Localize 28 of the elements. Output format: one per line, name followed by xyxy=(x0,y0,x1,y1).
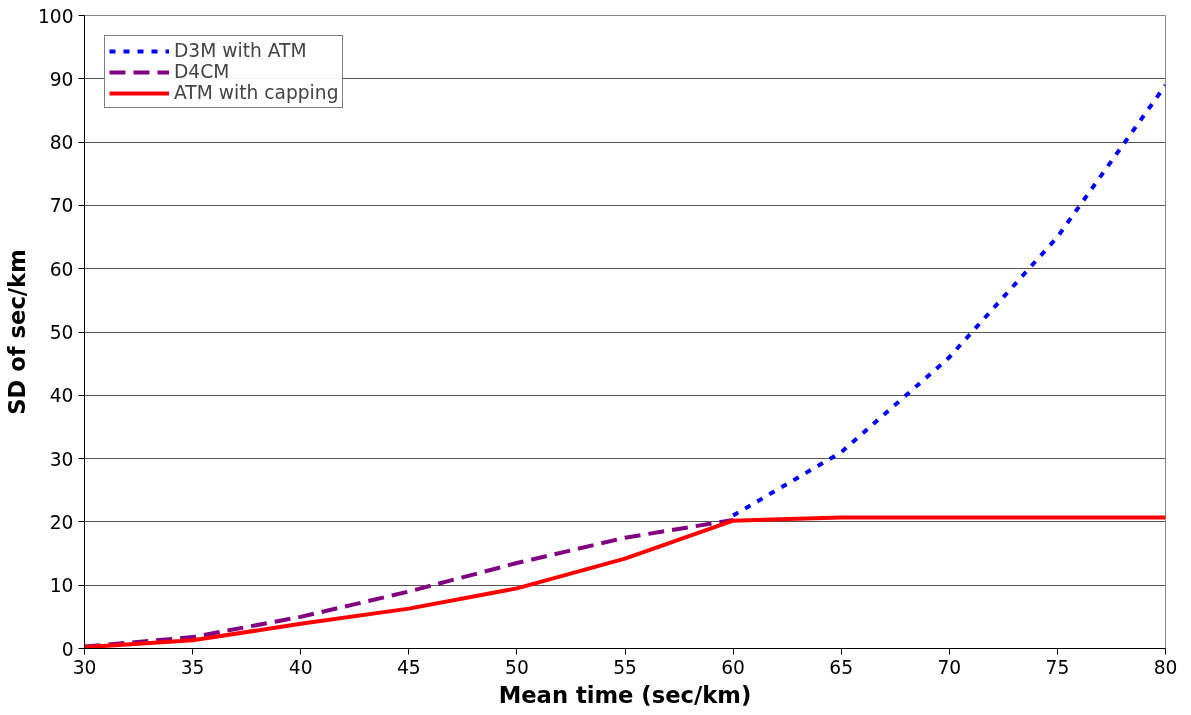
x-tick-label: 50 xyxy=(505,656,529,678)
y-tick-label: 60 xyxy=(49,258,74,280)
y-axis-title: SD of sec/km xyxy=(3,249,30,415)
x-tick-label: 70 xyxy=(937,656,962,678)
legend-label: D4CM xyxy=(174,61,230,82)
y-tick-label: 30 xyxy=(49,448,74,470)
y-tick-label: 100 xyxy=(37,5,74,27)
y-tick-label: 40 xyxy=(49,385,74,407)
x-tick-label: 65 xyxy=(829,656,854,678)
y-tick-label: 50 xyxy=(49,322,74,343)
x-tick-label: 45 xyxy=(396,656,421,678)
x-tick-label: 55 xyxy=(613,656,637,678)
x-tick-label: 80 xyxy=(1153,656,1178,678)
x-tick-label: 60 xyxy=(721,656,745,678)
y-tick-label: 20 xyxy=(49,511,74,533)
legend-label: D3M with ATM xyxy=(174,40,307,61)
y-tick-label: 10 xyxy=(49,575,74,597)
y-tick-label: 90 xyxy=(49,68,74,90)
x-axis-title: Mean time (sec/km) xyxy=(498,681,752,708)
y-tick-label: 80 xyxy=(49,132,74,154)
x-tick-label: 35 xyxy=(180,656,205,678)
x-tick-label: 40 xyxy=(288,656,313,678)
x-tick-label: 75 xyxy=(1045,656,1070,678)
legend-label: ATM with capping xyxy=(174,82,339,103)
line-series xyxy=(731,83,1166,518)
x-tick-label: 30 xyxy=(72,656,97,678)
y-tick-label: 70 xyxy=(49,195,74,217)
y-tick-label: 0 xyxy=(61,638,74,660)
